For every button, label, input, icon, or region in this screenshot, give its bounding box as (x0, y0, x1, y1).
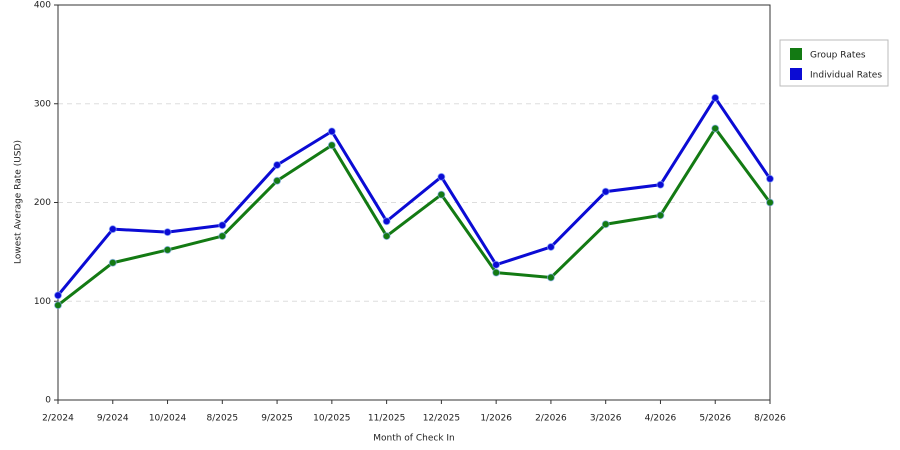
legend-swatch (790, 48, 802, 60)
x-tick-label: 10/2024 (149, 414, 187, 424)
y-tick-label: 300 (34, 99, 51, 109)
y-axis-label: Lowest Average Rate (USD) (14, 140, 24, 264)
data-point (601, 220, 610, 229)
y-tick-label: 100 (34, 297, 51, 307)
series-line (57, 126, 772, 307)
legend-label: Individual Rates (810, 71, 882, 81)
data-point (766, 198, 774, 207)
data-point (327, 141, 336, 150)
x-tick-label: 5/2026 (699, 414, 731, 424)
x-axis-label: Month of Check In (373, 434, 455, 444)
x-tick-label: 9/2025 (261, 414, 293, 424)
data-point (163, 228, 172, 237)
x-tick-label: 10/2025 (313, 414, 350, 424)
data-point (711, 124, 720, 133)
data-point (218, 221, 227, 230)
data-point (108, 225, 117, 234)
y-tick-label: 200 (34, 198, 51, 208)
data-point (437, 172, 446, 181)
data-point (382, 217, 391, 226)
x-tick-label: 1/2026 (480, 414, 512, 424)
data-point (766, 174, 774, 183)
data-point (54, 291, 62, 300)
y-tick-label: 400 (34, 1, 51, 11)
data-point (437, 190, 446, 199)
data-point (163, 245, 172, 254)
data-point (656, 180, 665, 189)
data-point (108, 258, 117, 267)
x-tick-label: 8/2026 (754, 414, 786, 424)
x-tick-label: 12/2025 (423, 414, 460, 424)
data-point (492, 268, 501, 277)
x-tick-label: 8/2025 (206, 414, 238, 424)
data-point (218, 232, 227, 241)
data-point (382, 232, 391, 241)
data-point (492, 260, 501, 269)
data-point (273, 176, 282, 185)
data-point (54, 301, 62, 310)
legend-swatch (790, 68, 802, 80)
x-tick-label: 2/2026 (535, 414, 567, 424)
series-line (56, 96, 772, 297)
x-tick-label: 11/2025 (368, 414, 405, 424)
x-tick-label: 3/2026 (590, 414, 622, 424)
data-point (273, 160, 282, 169)
data-point (546, 273, 555, 282)
data-point (656, 211, 665, 220)
data-point (601, 187, 610, 196)
legend-label: Group Rates (810, 51, 866, 61)
x-tick-label: 4/2026 (645, 414, 677, 424)
data-point (327, 127, 336, 136)
x-tick-label: 2/2024 (42, 414, 74, 424)
data-point (546, 242, 555, 251)
y-tick-label: 0 (45, 396, 51, 406)
data-point (711, 93, 720, 102)
x-tick-label: 9/2024 (97, 414, 129, 424)
